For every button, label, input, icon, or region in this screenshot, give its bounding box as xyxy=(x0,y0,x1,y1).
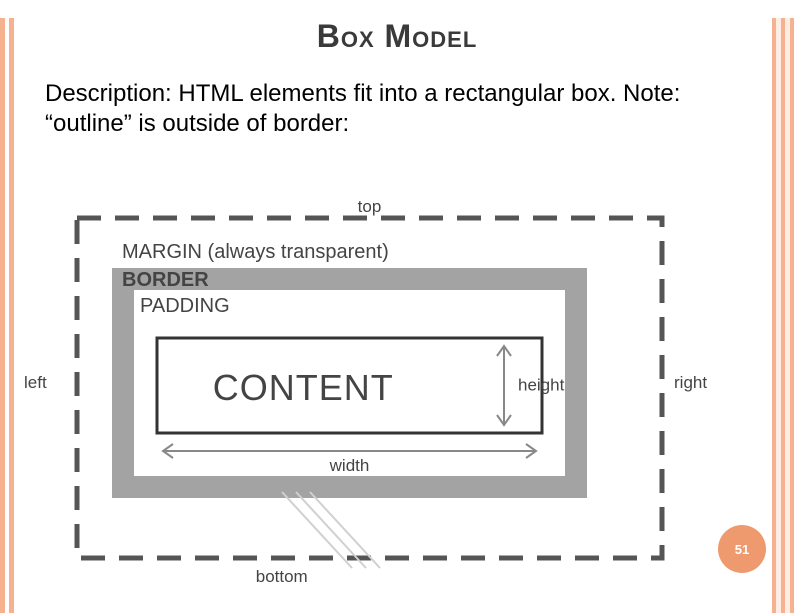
stripe xyxy=(790,18,794,613)
label-border: BORDER xyxy=(122,269,209,291)
page-number: 51 xyxy=(735,542,749,557)
right-accent-stripe xyxy=(772,18,794,613)
label-padding: PADDING xyxy=(140,295,230,317)
slide-description: Description: HTML elements fit into a re… xyxy=(45,79,749,139)
label-right: right xyxy=(674,373,707,392)
slide-title: Box Model xyxy=(0,18,794,55)
page-number-badge: 51 xyxy=(718,525,766,573)
label-bottom: bottom xyxy=(256,567,308,586)
label-height: height xyxy=(518,376,565,395)
stripe xyxy=(9,18,14,613)
label-margin: MARGIN (always transparent) xyxy=(122,241,389,263)
left-accent-stripe xyxy=(0,18,14,613)
box-model-diagram: top bottom left right MARGIN (always tra… xyxy=(22,198,742,598)
label-content: CONTENT xyxy=(213,367,394,408)
label-left: left xyxy=(24,373,47,392)
label-width: width xyxy=(329,456,370,475)
label-top: top xyxy=(358,198,382,216)
